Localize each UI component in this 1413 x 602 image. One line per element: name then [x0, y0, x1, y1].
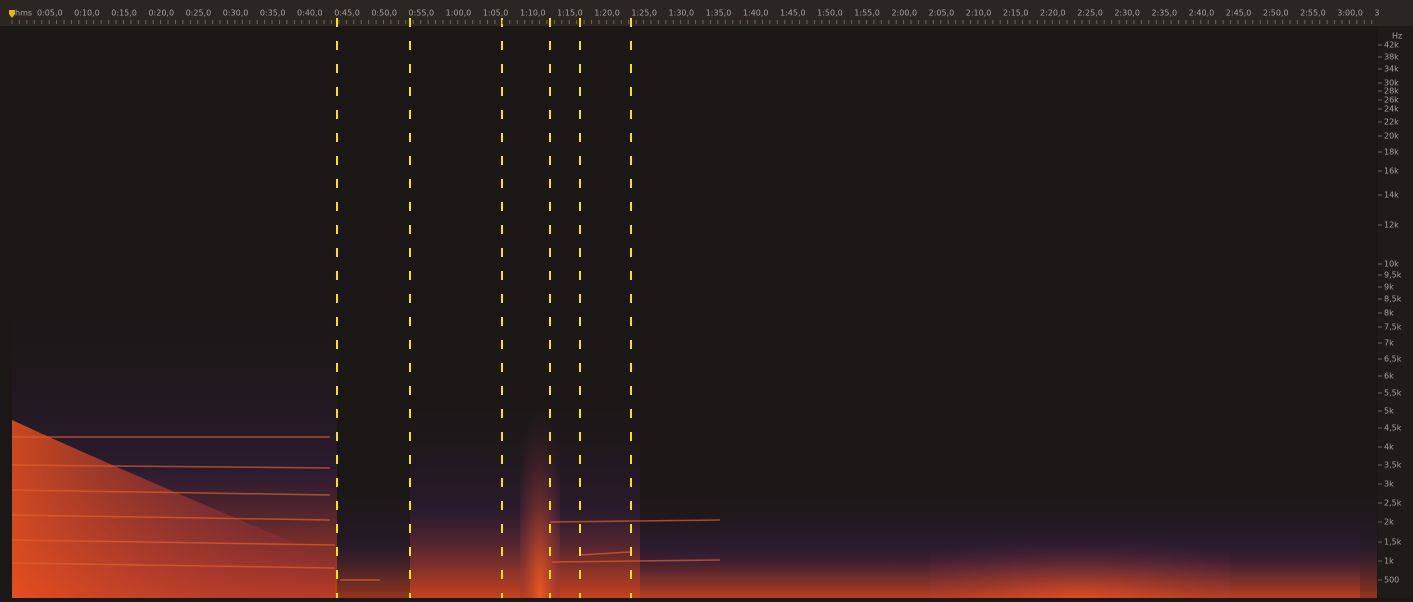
frequency-label: 8,5k — [1384, 295, 1402, 304]
time-label: 0:25,0 — [186, 9, 212, 18]
markers — [336, 18, 632, 598]
frequency-label: 24k — [1384, 105, 1399, 114]
frequency-label: 1k — [1384, 557, 1394, 566]
time-label: 2:20,0 — [1040, 9, 1066, 18]
time-label: 2:10,0 — [966, 9, 992, 18]
time-label: 0:30,0 — [223, 9, 249, 18]
energy-region — [12, 420, 335, 598]
time-label: 2:30,0 — [1114, 9, 1140, 18]
time-label: 0:40,0 — [297, 9, 323, 18]
time-label: 1:15,0 — [557, 9, 583, 18]
harmonic-lines — [11, 436, 721, 581]
time-label: 0:05,0 — [37, 9, 63, 18]
frequency-unit: Hz — [1392, 32, 1402, 41]
frequency-label: 20k — [1384, 132, 1399, 141]
frequency-label: 8k — [1384, 309, 1394, 318]
time-label: 1:10,0 — [520, 9, 546, 18]
frequency-label: 26k — [1384, 96, 1399, 105]
time-label: 1:40,0 — [743, 9, 769, 18]
energy-region — [520, 360, 560, 598]
frequency-label: 18k — [1384, 148, 1399, 157]
time-label: 1:20,0 — [594, 9, 620, 18]
frequency-label: 5,5k — [1384, 389, 1402, 398]
frequency-label: 1,5k — [1384, 538, 1402, 547]
frequency-label: 9k — [1384, 283, 1394, 292]
time-label: 1:50,0 — [817, 9, 843, 18]
time-label: 2:05,0 — [929, 9, 955, 18]
time-label: 3:00,0 — [1337, 9, 1363, 18]
frequency-label: 42k — [1384, 41, 1399, 50]
time-label: 1:00,0 — [446, 9, 472, 18]
frequency-label: 2k — [1384, 518, 1394, 527]
time-label: 1:55,0 — [854, 9, 880, 18]
time-label: 2:55,0 — [1300, 9, 1326, 18]
energy-region — [640, 500, 1360, 598]
frequency-label: 10k — [1384, 260, 1399, 269]
time-label: 0:50,0 — [371, 9, 397, 18]
time-label: 1:35,0 — [706, 9, 732, 18]
frequency-label: 500 — [1384, 576, 1399, 585]
frequency-label: 30k — [1384, 79, 1399, 88]
time-label: 1:25,0 — [631, 9, 657, 18]
frequency-label: 38k — [1384, 53, 1399, 62]
time-label: 2:00,0 — [891, 9, 917, 18]
time-label: 0:55,0 — [409, 9, 435, 18]
frequency-label: 3,5k — [1384, 461, 1402, 470]
time-label: 2:45,0 — [1226, 9, 1252, 18]
frequency-label: 6k — [1384, 372, 1394, 381]
time-label: 1:30,0 — [669, 9, 695, 18]
frequency-label: 22k — [1384, 118, 1399, 127]
frequency-label: 3k — [1384, 480, 1394, 489]
time-ruler — [0, 0, 1413, 26]
time-label: 2:50,0 — [1263, 9, 1289, 18]
ruler-unit: hms — [15, 9, 32, 18]
frequency-label: 2,5k — [1384, 499, 1402, 508]
frequency-ruler — [1378, 26, 1413, 598]
time-label: 2:40,0 — [1189, 9, 1215, 18]
time-label: 1:45,0 — [780, 9, 806, 18]
time-label: 0:45,0 — [334, 9, 360, 18]
frequency-label: 14k — [1384, 191, 1399, 200]
frequency-label: 34k — [1384, 65, 1399, 74]
frequency-label: 4k — [1384, 443, 1394, 452]
frequency-label: 12k — [1384, 221, 1399, 230]
time-label: 3 — [1374, 9, 1379, 18]
playhead[interactable] — [9, 10, 15, 18]
frequency-label: 7,5k — [1384, 323, 1402, 332]
time-label: 2:15,0 — [1003, 9, 1029, 18]
time-label: 1:05,0 — [483, 9, 509, 18]
frequency-label: 16k — [1384, 167, 1399, 176]
time-label: 2:35,0 — [1152, 9, 1178, 18]
frequency-label: 4,5k — [1384, 424, 1402, 433]
time-label: 2:25,0 — [1077, 9, 1103, 18]
frequency-label: 7k — [1384, 339, 1394, 348]
time-label: 0:15,0 — [111, 9, 137, 18]
frequency-label: 6,5k — [1384, 355, 1402, 364]
frequency-label: 5k — [1384, 407, 1394, 416]
time-label: 0:10,0 — [74, 9, 100, 18]
time-label: 0:20,0 — [148, 9, 174, 18]
time-label: 0:35,0 — [260, 9, 286, 18]
frequency-label: 28k — [1384, 87, 1399, 96]
frequency-label: 9,5k — [1384, 271, 1402, 280]
spectrogram — [11, 280, 1377, 598]
